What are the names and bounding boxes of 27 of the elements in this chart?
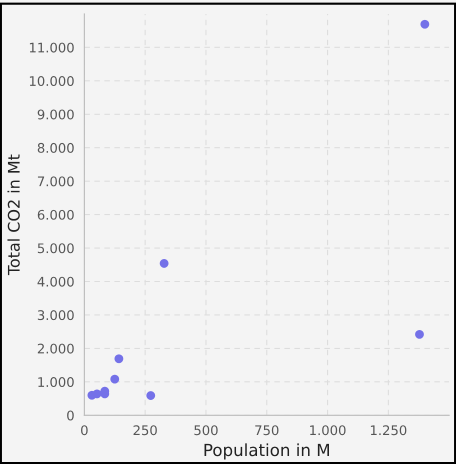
x-axis-title: Population in M — [204, 443, 329, 460]
y-tick-label: 1.000 — [38, 377, 74, 388]
y-tick-label: 11.000 — [30, 42, 74, 53]
y-axis-title: Total CO2 in Mt — [7, 154, 20, 276]
point — [420, 20, 430, 29]
x-tick-label: 500 — [194, 425, 218, 436]
y-tick-label: 5.000 — [38, 243, 74, 254]
point — [146, 391, 156, 400]
y-tick-label: 3.000 — [38, 310, 74, 320]
x-tick-label: 750 — [255, 425, 278, 436]
y-tick-label: 0 — [67, 410, 74, 420]
y-tick-label: 6.000 — [38, 210, 74, 220]
y-tick-label: 2.000 — [38, 344, 74, 354]
point — [110, 374, 120, 384]
point — [92, 389, 102, 398]
point — [415, 330, 424, 339]
y-tick-label: 7.000 — [38, 176, 74, 186]
point — [160, 259, 169, 268]
point — [114, 354, 124, 364]
y-tick-label: 10.000 — [30, 76, 74, 86]
x-tick-label: 1.000 — [310, 425, 346, 436]
y-tick-label: 9.000 — [38, 109, 74, 120]
y-tick-label: 8.000 — [38, 142, 74, 153]
x-tick-label: 0 — [81, 425, 88, 436]
x-tick-label: 1.250 — [370, 425, 406, 436]
x-tick-label: 250 — [134, 425, 157, 436]
y-tick-label: 4.000 — [38, 276, 74, 287]
